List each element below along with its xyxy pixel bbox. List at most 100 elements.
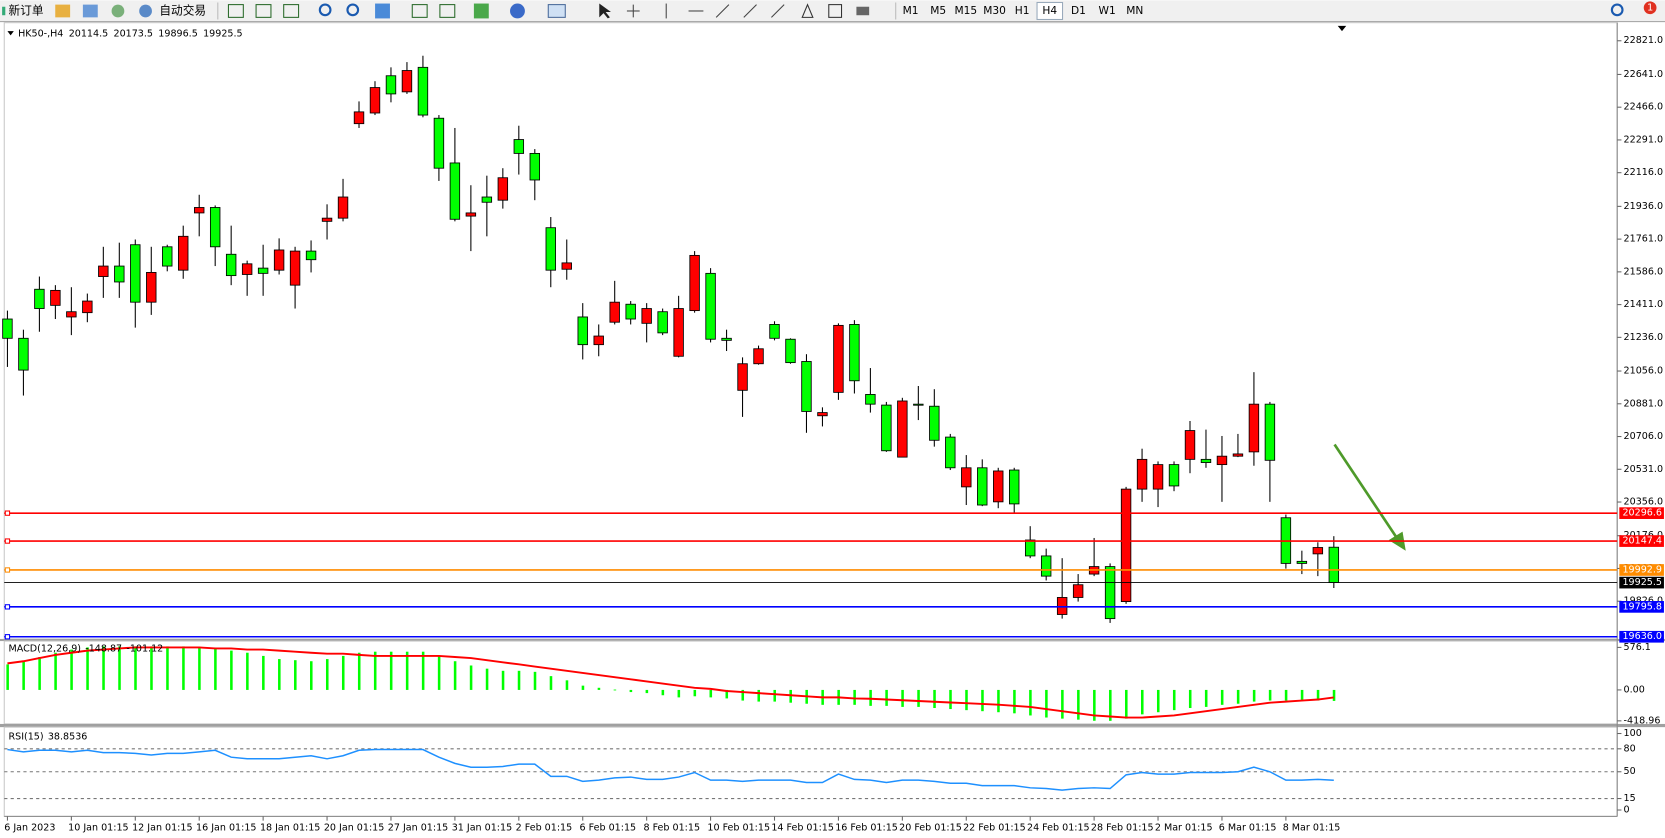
macd-bar bbox=[1077, 689, 1080, 720]
timeframe-button[interactable]: MN bbox=[1126, 4, 1143, 17]
candle-body bbox=[257, 267, 269, 274]
icon[interactable] bbox=[111, 4, 125, 18]
macd-bar bbox=[1045, 689, 1048, 718]
macd-bar bbox=[981, 689, 984, 712]
shift-marker bbox=[1337, 25, 1347, 32]
timeframe-button[interactable]: M5 bbox=[930, 4, 946, 17]
macd-bar bbox=[901, 689, 904, 707]
icon[interactable] bbox=[801, 3, 814, 18]
icon[interactable] bbox=[227, 4, 244, 18]
candle-body bbox=[945, 436, 956, 469]
icon[interactable] bbox=[318, 3, 332, 17]
candle-body bbox=[737, 363, 748, 391]
new-order-button[interactable]: 新订单 bbox=[9, 3, 44, 17]
icon[interactable] bbox=[856, 6, 870, 16]
macd-bar bbox=[166, 646, 169, 690]
candle-body bbox=[130, 244, 141, 303]
candle-body bbox=[369, 87, 381, 114]
x-tick-label: 10 Feb 01:15 bbox=[707, 823, 770, 834]
macd-bar bbox=[501, 670, 505, 690]
x-tick-label: 22 Feb 01:15 bbox=[963, 823, 1026, 834]
candle-body bbox=[593, 335, 604, 346]
timeframe-button[interactable]: H1 bbox=[1015, 4, 1030, 17]
x-tick-label: 2 Mar 01:15 bbox=[1155, 823, 1213, 834]
icon[interactable] bbox=[439, 4, 456, 18]
macd-bar bbox=[741, 689, 745, 701]
candle-body bbox=[114, 265, 125, 283]
x-tick-label: 31 Jan 01:15 bbox=[452, 823, 512, 834]
candle-body bbox=[1009, 469, 1020, 505]
line-handle bbox=[4, 510, 11, 516]
macd-bar bbox=[1156, 689, 1160, 713]
current-price-label: 19925.5 bbox=[1622, 577, 1661, 588]
candle-body bbox=[162, 246, 173, 267]
macd-bar bbox=[1332, 689, 1336, 701]
price-label: 19992.9 bbox=[1622, 564, 1661, 575]
ohlc-value: 19896.5 bbox=[158, 28, 197, 39]
candle-body bbox=[849, 324, 860, 382]
candle-body bbox=[353, 111, 365, 125]
candle-body bbox=[673, 308, 684, 357]
macd-bar bbox=[613, 689, 617, 691]
timeframe-button[interactable]: D1 bbox=[1071, 4, 1086, 17]
candle-body bbox=[1232, 453, 1244, 457]
candle-body bbox=[2, 318, 13, 339]
candle-body bbox=[1136, 458, 1148, 490]
icon[interactable] bbox=[715, 4, 730, 18]
macd-bar bbox=[1236, 689, 1240, 704]
candle-body bbox=[146, 272, 157, 303]
timeframe-button[interactable]: M15 bbox=[955, 4, 978, 17]
macd-bar bbox=[389, 651, 393, 690]
macd-bar bbox=[262, 655, 265, 690]
macd-bar bbox=[1140, 689, 1144, 715]
macd-bar bbox=[789, 689, 792, 703]
rsi-line bbox=[7, 748, 1334, 791]
icon[interactable] bbox=[828, 4, 843, 18]
candle-body bbox=[1072, 584, 1084, 598]
timeframe-button[interactable]: H4 bbox=[1042, 4, 1057, 17]
y-tick-label: 21056.0 bbox=[1624, 366, 1663, 377]
icon[interactable] bbox=[547, 4, 566, 18]
icon[interactable] bbox=[771, 4, 785, 18]
icon[interactable] bbox=[473, 3, 489, 19]
y-tick-label: 20706.0 bbox=[1624, 431, 1663, 442]
candle-body bbox=[721, 337, 732, 341]
arrow-shaft bbox=[1333, 443, 1400, 541]
candle-body bbox=[225, 253, 237, 277]
icon[interactable] bbox=[55, 4, 71, 18]
icon[interactable] bbox=[255, 4, 272, 18]
macd-bar bbox=[1300, 689, 1304, 701]
auto-trading-button[interactable]: 自动交易 bbox=[159, 3, 206, 17]
candle-body bbox=[529, 152, 541, 181]
pane-divider bbox=[0, 723, 1665, 728]
x-tick-label: 8 Mar 01:15 bbox=[1283, 823, 1341, 834]
icon[interactable] bbox=[375, 3, 390, 19]
icon[interactable] bbox=[283, 4, 300, 18]
macd-bar bbox=[773, 689, 776, 702]
icon[interactable] bbox=[346, 3, 360, 17]
y-tick-label: 22821.0 bbox=[1624, 35, 1663, 46]
candle-body bbox=[961, 467, 972, 488]
panes bbox=[0, 22, 1665, 817]
line-handle bbox=[4, 567, 11, 573]
macd-bar bbox=[198, 647, 201, 690]
icon[interactable] bbox=[411, 4, 428, 18]
timeframe-button[interactable]: M30 bbox=[983, 4, 1006, 17]
icon[interactable] bbox=[743, 4, 757, 18]
notification-badge[interactable] bbox=[1643, 1, 1657, 15]
macd-bar bbox=[709, 689, 713, 698]
macd-bar bbox=[645, 689, 649, 694]
timeframe-button[interactable]: M1 bbox=[903, 4, 919, 17]
search-icon[interactable] bbox=[1610, 3, 1624, 17]
macd-bar bbox=[86, 647, 89, 690]
macd-bar bbox=[38, 657, 41, 690]
macd-bar bbox=[1204, 689, 1208, 707]
cursor-icon[interactable] bbox=[599, 3, 611, 19]
icon[interactable] bbox=[139, 4, 152, 18]
icon[interactable] bbox=[82, 4, 98, 18]
y-tick-label: 0 bbox=[1624, 805, 1630, 816]
icon[interactable] bbox=[510, 3, 525, 19]
timeframe-button[interactable]: W1 bbox=[1099, 4, 1116, 17]
candle-body bbox=[1264, 403, 1276, 461]
